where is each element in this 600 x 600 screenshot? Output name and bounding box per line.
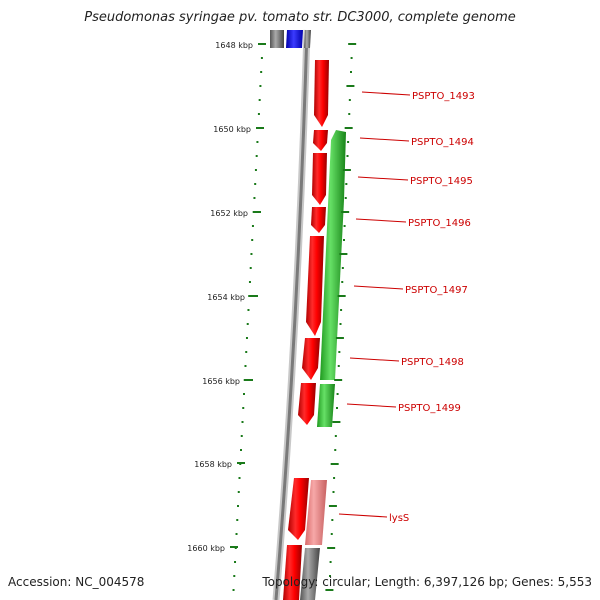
gene-leader-line	[357, 176, 409, 181]
gene-leader-line	[346, 403, 397, 408]
accession-label: Accession:	[8, 575, 72, 589]
red-cds-1496[interactable]	[311, 207, 326, 233]
pink-cds-lysS[interactable]	[305, 480, 327, 545]
gene-label[interactable]: PSPTO_1499	[398, 403, 461, 414]
green-cds-1499[interactable]	[317, 384, 335, 427]
topology-label: Topology:	[262, 575, 319, 589]
genes-label: Genes:	[511, 575, 554, 589]
ruler-label: 1656 kbp	[202, 377, 240, 386]
ruler-label: 1658 kbp	[194, 460, 232, 469]
accession-info: Accession: NC_004578	[8, 575, 144, 589]
gene-label[interactable]: PSPTO_1497	[405, 285, 468, 296]
green-cds-long[interactable]	[320, 130, 346, 380]
ruler-ticks	[230, 43, 357, 591]
gene-label[interactable]: lysS	[389, 513, 409, 524]
grey-cds-lower[interactable]	[300, 548, 320, 600]
red-cds-1497[interactable]	[306, 236, 324, 336]
ruler-label: 1650 kbp	[213, 125, 251, 134]
accession-value: NC_004578	[75, 575, 145, 589]
gene-labels: PSPTO_1493 PSPTO_1494 PSPTO_1495 PSPTO_1496…	[338, 91, 475, 524]
backbone-arc-core	[274, 29, 309, 600]
red-cds-1495[interactable]	[312, 153, 327, 205]
gene-leader-line	[353, 285, 404, 290]
red-cds-lower-1[interactable]	[288, 478, 309, 540]
red-cds-1493[interactable]	[314, 60, 329, 127]
gene-leader-line	[338, 513, 388, 518]
genome-summary: Topology: circular; Length: 6,397,126 bp…	[262, 575, 592, 589]
gene-leader-line	[359, 137, 410, 142]
gene-label[interactable]: PSPTO_1496	[408, 218, 471, 229]
genes-value: 5,553	[557, 575, 592, 589]
ruler-label: 1648 kbp	[215, 41, 253, 50]
gene-leader-line	[349, 357, 400, 362]
red-cds-1498[interactable]	[302, 338, 320, 380]
length-label: Length:	[374, 575, 421, 589]
gene-leader-line	[361, 91, 411, 96]
ruler-label: 1652 kbp	[210, 209, 248, 218]
length-value: 6,397,126 bp	[423, 575, 504, 589]
red-cds-1499[interactable]	[298, 383, 316, 425]
gene-label[interactable]: PSPTO_1494	[411, 137, 474, 148]
red-cds-lower-2[interactable]	[283, 545, 302, 600]
topology-value: circular	[322, 575, 367, 589]
gene-label[interactable]: PSPTO_1493	[412, 91, 475, 102]
map-title: Pseudomonas syringae pv. tomato str. DC3…	[84, 10, 516, 25]
gene-leader-line	[355, 218, 407, 223]
ruler-labels: 1648 kbp 1650 kbp 1652 kbp 1654 kbp 1656 kbp…	[187, 41, 253, 553]
gene-label[interactable]: PSPTO_1495	[410, 176, 473, 187]
gene-label[interactable]: PSPTO_1498	[401, 357, 464, 368]
top-grey-feature[interactable]	[270, 30, 284, 48]
top-grey-feature-2[interactable]	[304, 30, 311, 48]
red-cds-1494[interactable]	[313, 130, 328, 151]
ruler-label: 1654 kbp	[207, 293, 245, 302]
top-blue-feature[interactable]	[286, 30, 303, 48]
ruler-label: 1660 kbp	[187, 544, 225, 553]
